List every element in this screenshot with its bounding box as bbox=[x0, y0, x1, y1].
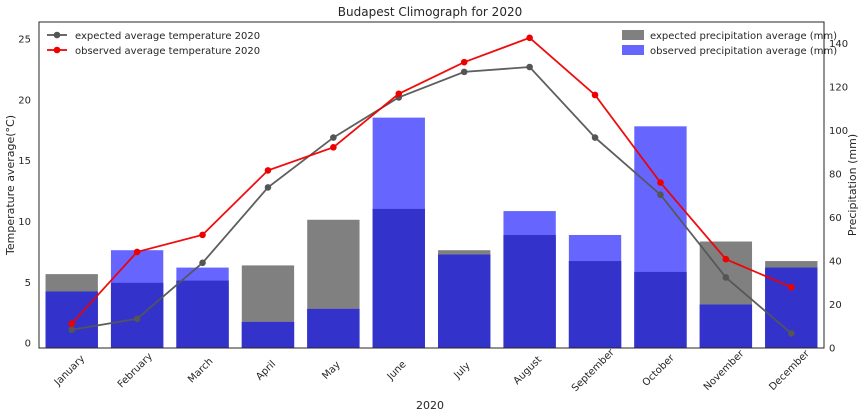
legend-swatch-expected-precip bbox=[622, 30, 644, 40]
point-expected-temp-august bbox=[526, 63, 533, 71]
left-tick-label-0: 0 bbox=[25, 339, 31, 350]
bar-overlap-precip-march bbox=[176, 280, 229, 348]
precipitation-legend: expected precipitation average (mm) obse… bbox=[622, 30, 837, 57]
bars-layer bbox=[45, 117, 818, 348]
point-observed-temp-july bbox=[460, 58, 468, 66]
x-tick-label-october: October bbox=[641, 352, 678, 389]
x-tick-label-january: January bbox=[52, 353, 87, 388]
bar-overlap-precip-august bbox=[503, 234, 556, 348]
lines-layer bbox=[68, 34, 795, 337]
right-tick-label-100: 100 bbox=[829, 126, 848, 137]
point-observed-temp-august bbox=[526, 34, 533, 42]
left-axis-ticks: 0 5 10 15 20 25 bbox=[18, 35, 31, 350]
x-tick-label-july: July bbox=[451, 360, 472, 381]
right-tick-label-0: 0 bbox=[829, 344, 835, 355]
legend-swatch-observed-precip bbox=[622, 45, 644, 55]
x-tick-label-december: December bbox=[767, 348, 812, 393]
line-expected-temp bbox=[71, 66, 792, 335]
point-observed-temp-february bbox=[133, 248, 141, 256]
right-axis-ticks: 0 20 40 60 80 100 120 140 bbox=[829, 39, 848, 354]
bar-overlap-precip-february bbox=[110, 282, 164, 348]
x-tick-label-november: November bbox=[702, 348, 747, 393]
temperature-legend: expected average temperature 2020 observ… bbox=[47, 31, 260, 57]
bar-overlap-precip-may bbox=[307, 308, 360, 348]
left-tick-label-25: 25 bbox=[18, 35, 31, 46]
x-tick-label-february: February bbox=[116, 351, 155, 390]
bar-overlap-precip-january bbox=[45, 291, 98, 348]
legend-marker-observed-temp bbox=[53, 46, 61, 54]
point-observed-temp-november bbox=[722, 255, 730, 263]
x-tick-label-may: May bbox=[320, 359, 342, 381]
legend-marker-expected-temp bbox=[53, 31, 61, 39]
y-axis-right-label: Precipitation (mm) bbox=[846, 134, 859, 236]
bar-overlap-precip-april bbox=[241, 321, 295, 348]
x-axis-label: 2020 bbox=[416, 399, 444, 412]
point-expected-temp-november bbox=[722, 274, 730, 281]
right-tick-label-60: 60 bbox=[829, 213, 842, 224]
point-expected-temp-october bbox=[657, 191, 664, 199]
left-tick-label-20: 20 bbox=[18, 95, 31, 106]
right-tick-label-40: 40 bbox=[829, 257, 842, 268]
point-expected-temp-january bbox=[68, 326, 76, 334]
x-tick-label-august: August bbox=[512, 354, 545, 387]
point-observed-temp-october bbox=[657, 179, 664, 186]
right-tick-label-120: 120 bbox=[829, 83, 848, 94]
right-tick-label-80: 80 bbox=[829, 170, 842, 181]
legend-label-expected-precip: expected precipitation average (mm) bbox=[650, 31, 837, 42]
point-observed-temp-december bbox=[787, 283, 795, 291]
x-tick-label-september: September bbox=[570, 347, 617, 394]
legend-label-observed-temp: observed average temperature 2020 bbox=[75, 46, 260, 57]
point-observed-temp-april bbox=[264, 167, 272, 174]
y-axis-left-label: Temperature average(°C) bbox=[4, 115, 17, 256]
bar-overlap-precip-september bbox=[568, 261, 622, 348]
right-tick-label-140: 140 bbox=[829, 39, 848, 50]
point-expected-temp-may bbox=[330, 134, 337, 141]
point-observed-temp-may bbox=[330, 143, 337, 151]
x-tick-label-march: March bbox=[186, 356, 215, 385]
plot-frame bbox=[38, 21, 825, 349]
point-expected-temp-march bbox=[199, 259, 206, 267]
left-tick-label-10: 10 bbox=[18, 217, 31, 228]
line-observed-temp bbox=[71, 36, 792, 325]
bar-overlap-precip-july bbox=[438, 254, 491, 348]
x-tick-label-june: June bbox=[385, 359, 409, 383]
point-observed-temp-march bbox=[199, 231, 206, 239]
point-expected-temp-april bbox=[264, 184, 272, 191]
legend-label-observed-precip: observed precipitation average (mm) bbox=[650, 46, 837, 57]
x-tick-label-april: April bbox=[254, 359, 278, 383]
legend-label-expected-temp: expected average temperature 2020 bbox=[75, 31, 260, 42]
point-expected-temp-july bbox=[460, 68, 468, 76]
right-tick-label-20: 20 bbox=[829, 300, 842, 311]
bar-overlap-precip-october bbox=[634, 271, 687, 348]
point-observed-temp-january bbox=[68, 320, 76, 327]
point-expected-temp-february bbox=[133, 315, 141, 323]
bar-overlap-precip-june bbox=[372, 208, 425, 348]
point-observed-temp-june bbox=[395, 90, 403, 98]
left-tick-label-5: 5 bbox=[25, 278, 31, 289]
point-expected-temp-december bbox=[787, 330, 795, 337]
left-tick-label-15: 15 bbox=[18, 156, 31, 167]
chart-title: Budapest Climograph for 2020 bbox=[338, 5, 522, 19]
x-axis-ticks: January February March April May June July Augu… bbox=[52, 347, 812, 394]
point-expected-temp-september bbox=[591, 134, 599, 141]
bar-overlap-precip-november bbox=[699, 304, 753, 348]
point-observed-temp-september bbox=[591, 91, 599, 99]
